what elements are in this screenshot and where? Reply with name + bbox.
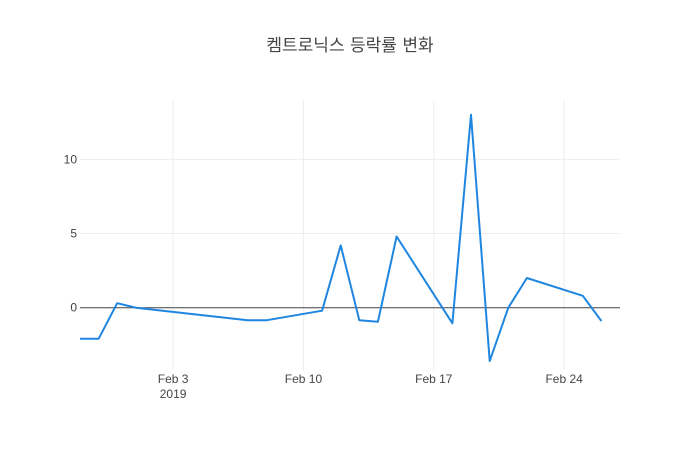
chart-title: 켐트로닉스 등락률 변화: [266, 36, 434, 56]
x-tick-label: Feb 10: [285, 372, 323, 386]
series-line: [80, 113, 603, 363]
x-tick-label: Feb 3: [158, 372, 189, 386]
x-tick-label: Feb 24: [545, 372, 583, 386]
y-tick-label: 5: [70, 227, 77, 241]
x-year-label: 2019: [160, 387, 187, 401]
y-tick-label: 10: [64, 152, 78, 166]
x-tick-label: Feb 17: [415, 372, 453, 386]
y-tick-label: 0: [70, 301, 77, 315]
